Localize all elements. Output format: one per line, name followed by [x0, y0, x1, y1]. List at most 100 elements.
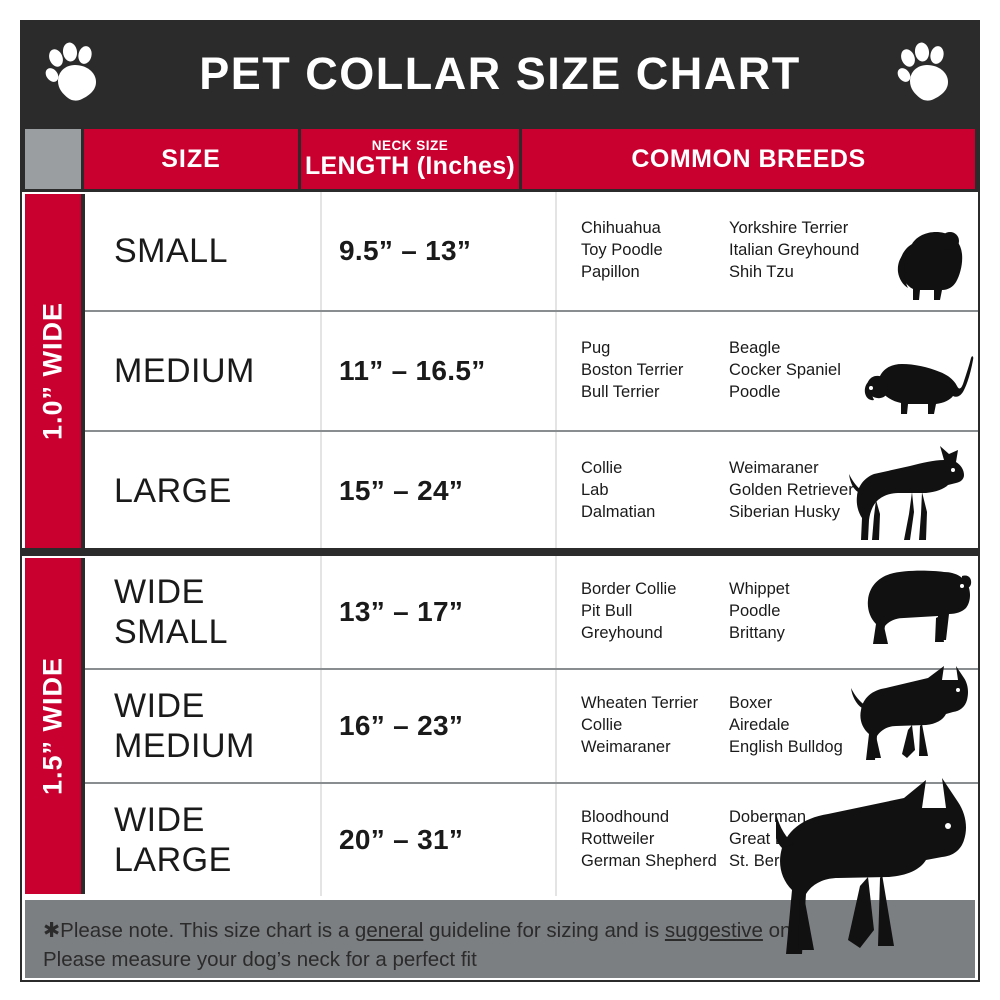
footer-underline-suggestive: suggestive [664, 919, 763, 942]
header-common-breeds: COMMON BREEDS [522, 129, 975, 189]
header-length-sub: NECK SIZE [371, 138, 449, 154]
breed-item: Bull Terrier [581, 382, 660, 401]
breed-item: Poodle [729, 382, 781, 401]
cell-size: WIDE SMALL [85, 556, 322, 668]
sidebar-width-1-0: 1.0” WIDE [25, 194, 85, 548]
cell-length: 13” – 17” [322, 556, 557, 668]
cell-length: 11” – 16.5” [322, 312, 557, 430]
header-corner-cell [25, 129, 81, 189]
cell-length: 16” – 23” [322, 670, 557, 782]
breed-item: Boston Terrier [581, 361, 684, 380]
cell-size: SMALL [85, 192, 322, 310]
cell-size-line1: WIDE [114, 572, 205, 611]
cell-breeds: Pug Boston Terrier Bull Terrier Beagle C… [557, 312, 978, 430]
header-size: SIZE [84, 129, 298, 189]
section-rows: SMALL 9.5” – 13” Chihuahua Toy Poodle Pa… [85, 192, 978, 550]
breed-item: Wheaten Terrier [581, 694, 699, 713]
paw-print-icon [45, 42, 96, 101]
cell-size: WIDE MEDIUM [85, 670, 322, 782]
section-1-inch: 1.0” WIDE SMALL 9.5” – 13” Chihuahua Toy… [22, 192, 978, 550]
breed-item: St. Bernard [729, 851, 813, 870]
breed-item: Collie [581, 459, 623, 478]
cell-breeds: Collie Lab Dalmatian Weimaraner Golden R… [557, 432, 978, 550]
cell-breeds: Chihuahua Toy Poodle Papillon Yorkshire … [557, 192, 978, 310]
footer-text-b: guideline for sizing and is [423, 919, 665, 942]
breed-item: Beagle [729, 339, 781, 358]
cell-size-line2: MEDIUM [114, 727, 255, 765]
header-length: NECK SIZE LENGTH (Inches) [301, 129, 519, 189]
breed-item: Doberman [729, 808, 807, 827]
breed-column-1: Bloodhound Rottweiler German Shepherd [581, 807, 729, 873]
table-row: SMALL 9.5” – 13” Chihuahua Toy Poodle Pa… [85, 192, 978, 312]
breed-item: Papillon [581, 262, 640, 281]
breed-item: German Shepherd [581, 851, 717, 870]
cell-length: 9.5” – 13” [322, 192, 557, 310]
shepherd-silhouette [849, 446, 964, 540]
breed-item: Boxer [729, 694, 773, 713]
breed-item: Yorkshire Terrier [729, 219, 849, 238]
cell-length: 20” – 31” [322, 784, 557, 896]
table-row: LARGE 15” – 24” Collie Lab Dalmatian Wei… [85, 432, 978, 550]
cell-breeds: Border Collie Pit Bull Greyhound Whippet… [557, 556, 978, 668]
breed-item: Golden Retriever [729, 481, 854, 500]
boxer-silhouette [851, 666, 968, 760]
bulldog-silhouette [867, 570, 972, 644]
cell-size-line1: WIDE [114, 686, 205, 725]
footer-text-a: ✱Please note. This size chart is a [43, 919, 355, 942]
breed-item: Siberian Husky [729, 502, 840, 521]
breed-item: Greyhound [581, 623, 663, 642]
beagle-silhouette [864, 356, 974, 414]
breed-item: English Bulldog [729, 737, 843, 756]
breed-column-1: Border Collie Pit Bull Greyhound [581, 579, 729, 645]
table-row: WIDE LARGE 20” – 31” Bloodhound Rottweil… [85, 784, 978, 896]
breed-item: Bloodhound [581, 808, 670, 827]
footer-note: ✱Please note. This size chart is a gener… [25, 900, 975, 978]
breed-column-2: Boxer Airedale English Bulldog [729, 693, 843, 759]
breed-item: Lab [581, 481, 609, 500]
cell-length: 15” – 24” [322, 432, 557, 550]
breed-item: Pit Bull [581, 602, 633, 621]
breed-column-1: Pug Boston Terrier Bull Terrier [581, 338, 729, 404]
table-row: WIDE MEDIUM 16” – 23” Wheaten Terrier Co… [85, 666, 978, 784]
breed-item: Poodle [729, 602, 781, 621]
breed-item: Airedale [729, 716, 790, 735]
sidebar-width-1-5: 1.5” WIDE [25, 558, 85, 894]
cell-size: MEDIUM [85, 312, 322, 430]
breed-item: Border Collie [581, 580, 677, 599]
chart-frame: PET COLLAR SIZE CHART SIZE NECK SIZE LEN… [20, 20, 980, 982]
cell-size: LARGE [85, 432, 322, 550]
cell-size-line1: WIDE [114, 800, 205, 839]
breed-column-1: Collie Lab Dalmatian [581, 458, 729, 524]
breed-column-1: Wheaten Terrier Collie Weimaraner [581, 693, 729, 759]
breed-item: Cocker Spaniel [729, 361, 841, 380]
sidebar-width-label: 1.5” WIDE [37, 656, 68, 796]
footer-line-1: ✱Please note. This size chart is a gener… [43, 916, 957, 945]
breed-item: Shih Tzu [729, 262, 794, 281]
sidebar-width-label: 1.0” WIDE [37, 301, 68, 441]
cell-size-line2: LARGE [114, 841, 232, 879]
table-row: WIDE SMALL 13” – 17” Border Collie Pit B… [85, 556, 978, 670]
breed-item: Weimaraner [729, 459, 819, 478]
breed-item: Brittany [729, 623, 785, 642]
footer-line-2: Please measure your dog’s neck for a per… [43, 948, 477, 972]
cell-size-line2: SMALL [114, 613, 228, 651]
breed-item: Pug [581, 339, 611, 358]
breed-column-2: Doberman Great Dane St. Bernard [729, 807, 814, 873]
breed-column-1: Chihuahua Toy Poodle Papillon [581, 218, 729, 284]
footer-text-c: only. [762, 919, 811, 942]
breed-item: Toy Poodle [581, 241, 663, 260]
cell-size: WIDE LARGE [85, 784, 322, 896]
breed-item: Great Dane [729, 830, 815, 849]
section-1-5-inch: 1.5” WIDE WIDE SMALL 13” – 17” Border Co… [22, 556, 978, 896]
cell-breeds: Wheaten Terrier Collie Weimaraner Boxer … [557, 666, 978, 782]
section-divider [22, 548, 978, 556]
breed-item: Weimaraner [581, 737, 671, 756]
breed-column-2: Weimaraner Golden Retriever Siberian Hus… [729, 458, 854, 524]
cell-breeds: Bloodhound Rottweiler German Shepherd Do… [557, 784, 978, 896]
breed-column-2: Beagle Cocker Spaniel Poodle [729, 338, 841, 404]
table-row: MEDIUM 11” – 16.5” Pug Boston Terrier Bu… [85, 312, 978, 432]
section-rows: WIDE SMALL 13” – 17” Border Collie Pit B… [85, 556, 978, 896]
title-bar: PET COLLAR SIZE CHART [22, 22, 978, 126]
breed-item: Whippet [729, 580, 790, 599]
